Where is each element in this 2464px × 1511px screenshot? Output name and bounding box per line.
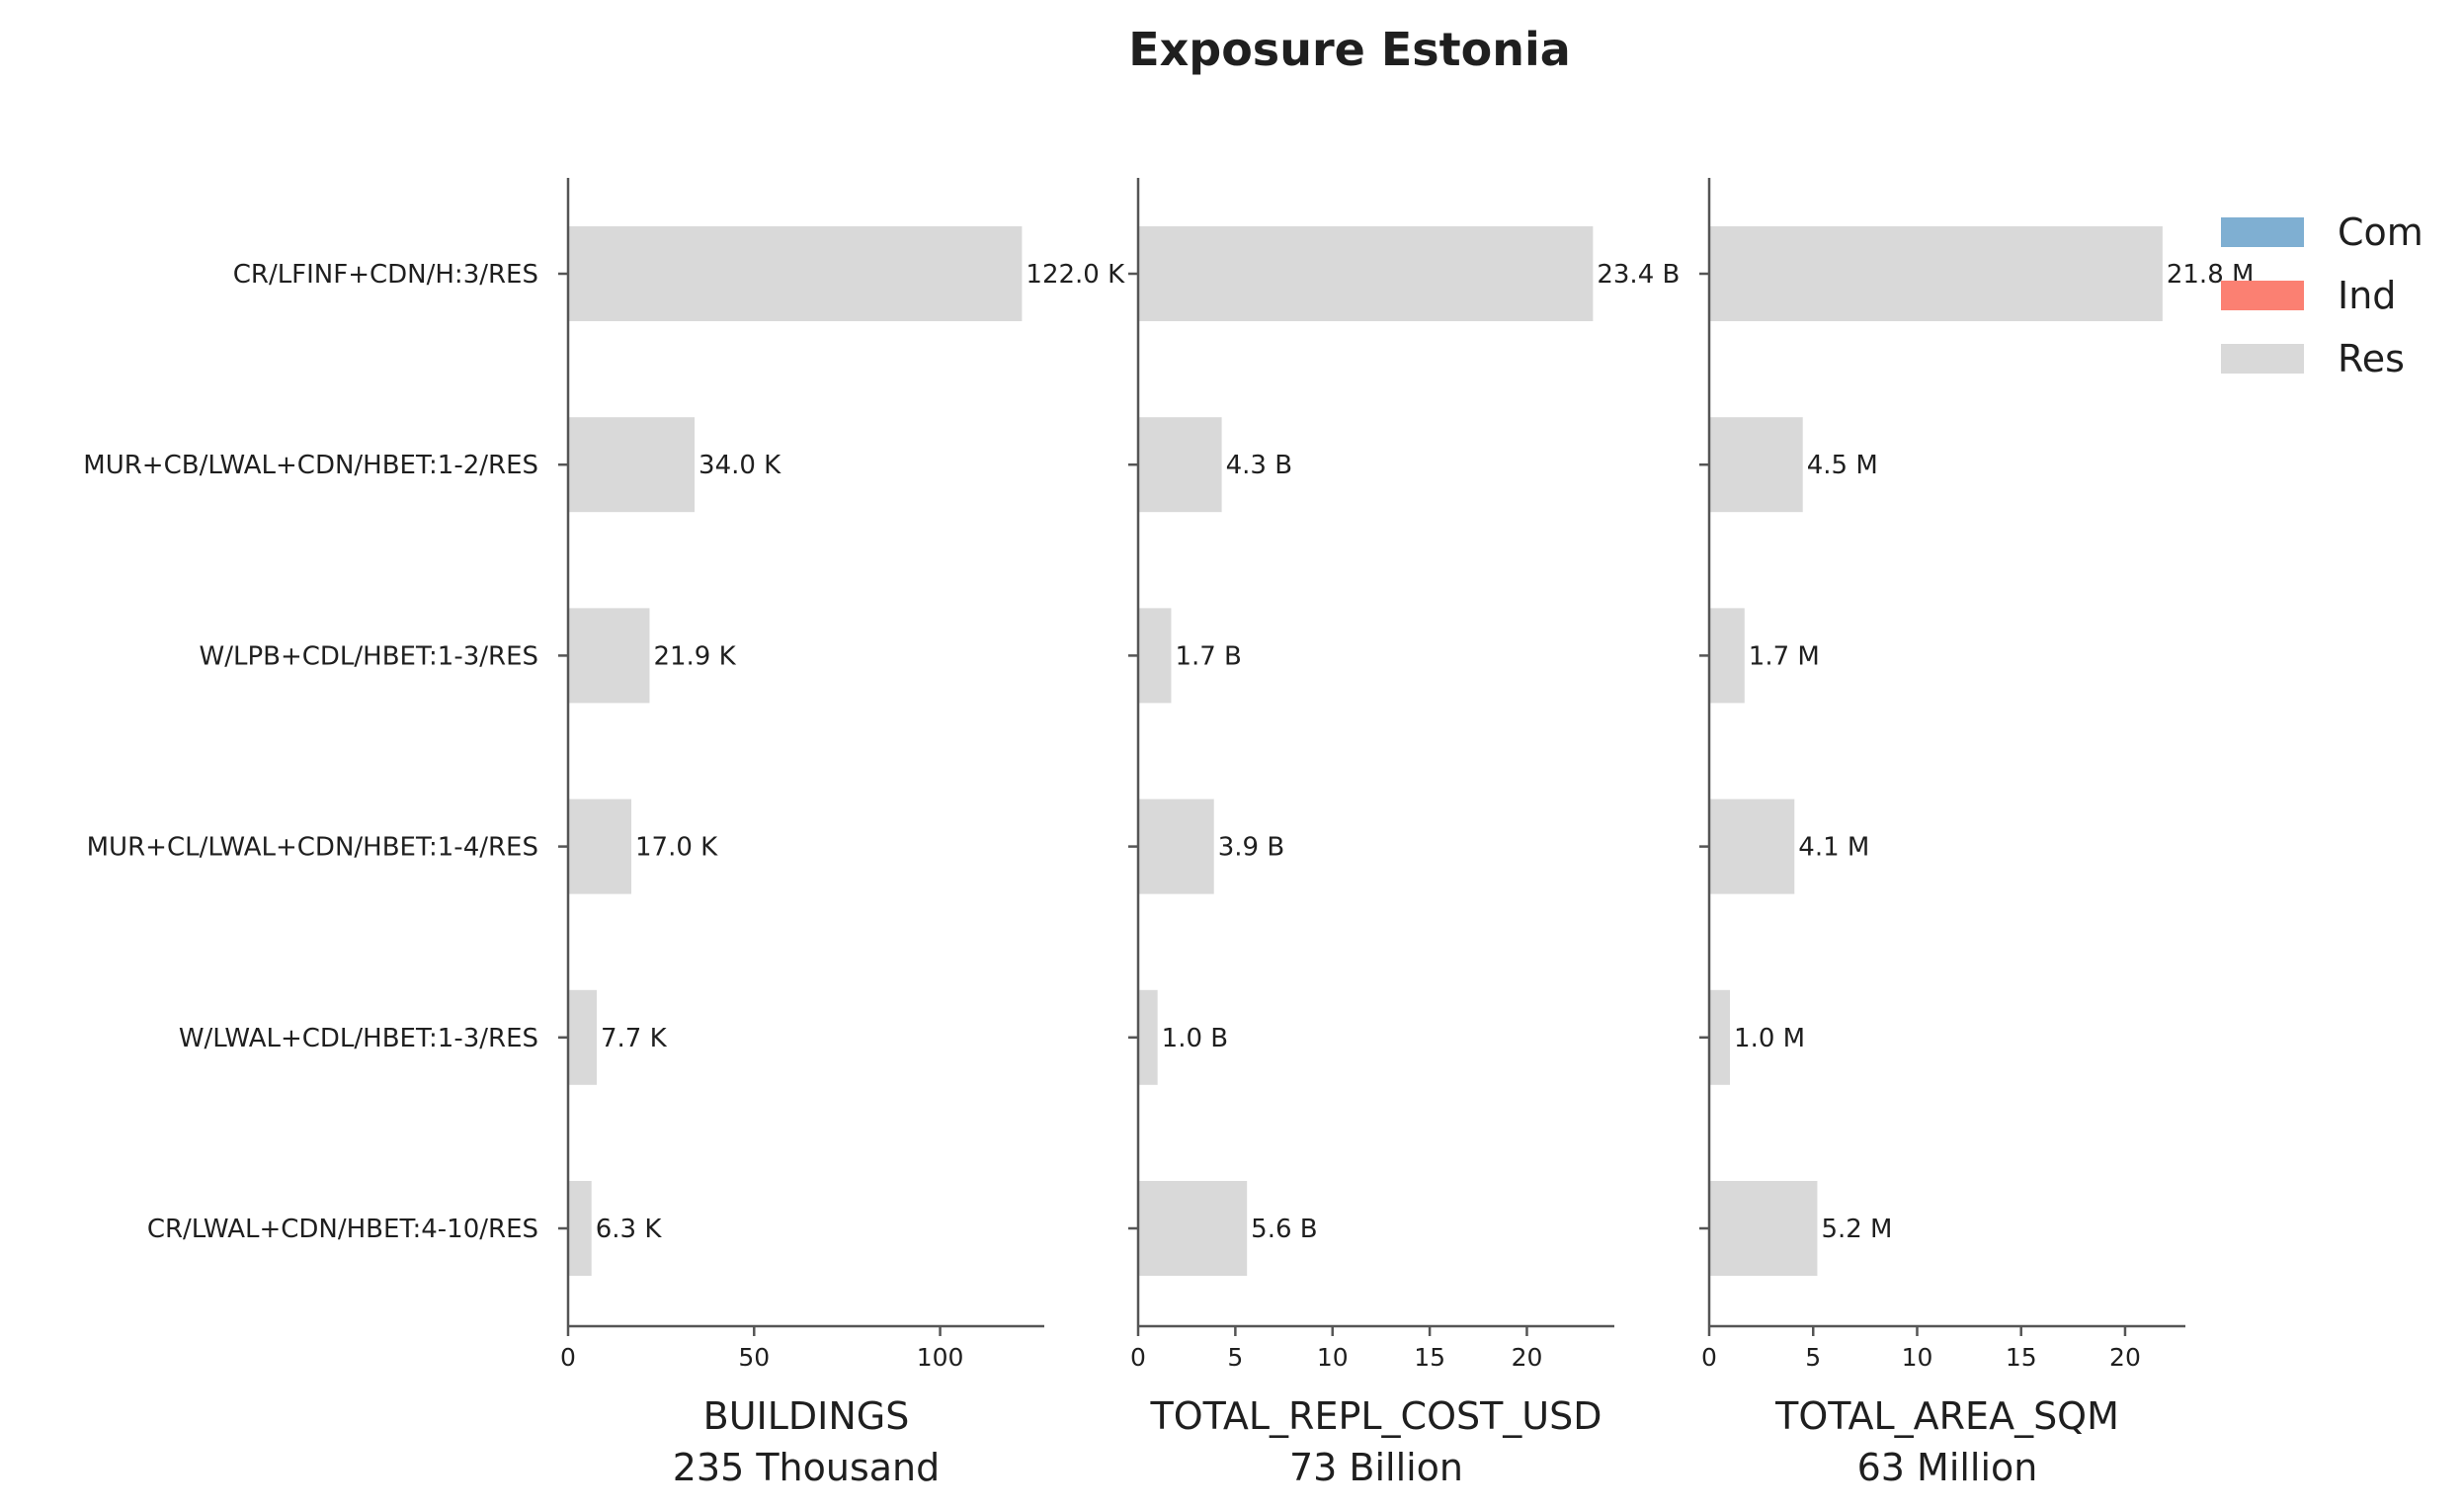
x-axis-total: 73 Billion <box>1289 1446 1463 1489</box>
x-tick-label: 0 <box>1701 1343 1717 1372</box>
bar-res <box>568 226 1023 321</box>
data-label: 122.0 K <box>1026 260 1125 290</box>
x-tick-label: 10 <box>1317 1343 1349 1372</box>
data-label: 23.4 B <box>1597 260 1680 290</box>
category-labels: CR/LFINF+CDN/H:3/RES MUR+CB/LWAL+CDN/HBET… <box>83 260 538 1244</box>
panel-buildings: 122.0 K 34.0 K 21.9 K 17.0 K 7.7 K 6.3 K 0 50 10… <box>558 178 1125 1489</box>
data-label: 6.3 K <box>596 1215 663 1244</box>
legend-label: Ind <box>2338 274 2396 317</box>
bar-res <box>1709 608 1745 704</box>
data-label: 4.1 M <box>1798 833 1869 863</box>
x-tick-label: 20 <box>2109 1343 2141 1372</box>
panel-area: 21.8 M4.5 M1.7 M4.1 M1.0 M5.2 M0 5 10 15 20T… <box>1699 178 2254 1489</box>
bar-res <box>1138 1181 1248 1276</box>
data-label: 4.3 B <box>1226 451 1292 480</box>
category-label: W/LPB+CDL/HBET:1-3/RES <box>200 641 539 671</box>
legend-label: Com <box>2338 210 2423 254</box>
x-tick-label: 5 <box>1805 1343 1821 1372</box>
x-tick-label: 50 <box>738 1343 770 1372</box>
x-axis-total: 63 Million <box>1857 1446 2038 1489</box>
legend: Com Ind Res <box>2221 210 2423 380</box>
bar-res <box>568 989 597 1085</box>
category-label: MUR+CB/LWAL+CDN/HBET:1-2/RES <box>83 451 538 480</box>
bar-res <box>568 417 696 513</box>
chart-title: Exposure Estonia <box>1128 23 1571 76</box>
data-label: 3.9 B <box>1218 833 1284 863</box>
category-label: W/LWAL+CDL/HBET:1-3/RES <box>179 1024 538 1053</box>
bar-res <box>1709 989 1731 1085</box>
x-axis-label: TOTAL_AREA_SQM <box>1774 1394 2119 1438</box>
data-label: 1.0 B <box>1162 1024 1228 1053</box>
data-label: 1.0 M <box>1734 1024 1805 1053</box>
data-label: 1.7 M <box>1749 641 1820 671</box>
x-axis-label: TOTAL_REPL_COST_USD <box>1149 1394 1602 1438</box>
x-tick-label: 100 <box>917 1343 964 1372</box>
category-label: MUR+CL/LWAL+CDN/HBET:1-4/RES <box>87 833 538 863</box>
x-tick-label: 15 <box>1414 1343 1445 1372</box>
data-label: 21.9 K <box>653 641 736 671</box>
bar-res <box>1709 798 1795 894</box>
chart-panels: 122.0 K34.0 K21.9 K17.0 K7.7 K6.3 K0 50 10… <box>558 178 2254 1489</box>
x-tick-label: 10 <box>1902 1343 1933 1372</box>
x-axis-total: 235 Thousand <box>673 1446 941 1489</box>
data-label: 1.7 B <box>1175 641 1241 671</box>
bar-res <box>1138 226 1594 321</box>
x-tick-label: 5 <box>1227 1343 1243 1372</box>
bar-res <box>1138 989 1158 1085</box>
bar-res <box>1709 417 1803 513</box>
bar-res <box>568 608 650 704</box>
data-label: 5.6 B <box>1251 1215 1317 1244</box>
legend-label: Res <box>2338 337 2405 380</box>
category-label: CR/LFINF+CDN/H:3/RES <box>233 260 538 290</box>
bar-res <box>1138 798 1214 894</box>
data-label: 17.0 K <box>635 833 718 863</box>
bar-res <box>1709 226 2163 321</box>
data-label: 7.7 K <box>601 1024 668 1053</box>
x-tick-label: 0 <box>1130 1343 1146 1372</box>
data-label: 5.2 M <box>1821 1215 1892 1244</box>
bar-res <box>568 798 632 894</box>
data-label: 4.5 M <box>1807 451 1878 480</box>
legend-swatch-res <box>2221 344 2304 374</box>
bar-res <box>1138 608 1172 704</box>
panel-repl_cost: 23.4 B 4.3 B 1.7 B 3.9 B 1.0 B 5.6 B 0 5 10 15 20 T… <box>1128 178 1680 1489</box>
x-tick-label: 0 <box>560 1343 576 1372</box>
bar-res <box>1138 417 1222 513</box>
data-label: 34.0 K <box>698 451 781 480</box>
legend-swatch-com <box>2221 217 2304 247</box>
category-label: CR/LWAL+CDN/HBET:4-10/RES <box>147 1215 538 1244</box>
x-axis-label: BUILDINGS <box>703 1394 910 1438</box>
bar-res <box>568 1181 592 1276</box>
x-tick-label: 20 <box>1512 1343 1543 1372</box>
x-tick-label: 15 <box>2006 1343 2037 1372</box>
legend-swatch-ind <box>2221 281 2304 310</box>
bar-res <box>1709 1181 1818 1276</box>
